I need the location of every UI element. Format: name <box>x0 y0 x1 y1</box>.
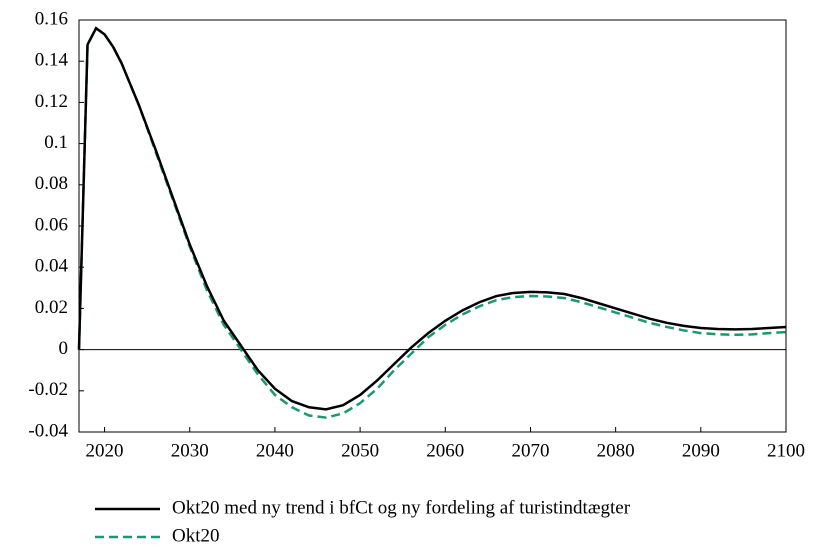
y-tick-label: 0.16 <box>35 8 68 29</box>
y-tick-label: 0.06 <box>35 214 68 235</box>
y-tick-label: 0.04 <box>35 256 69 277</box>
x-tick-label: 2050 <box>341 440 379 461</box>
y-tick-label: -0.04 <box>28 420 68 441</box>
x-tick-label: 2100 <box>767 440 805 461</box>
x-tick-label: 2040 <box>256 440 294 461</box>
y-tick-label: 0.08 <box>35 173 68 194</box>
y-tick-label: 0 <box>59 338 69 359</box>
x-tick-label: 2020 <box>86 440 124 461</box>
y-tick-label: 0.12 <box>35 91 68 112</box>
legend-label: Okt20 med ny trend i bfCt og ny fordelin… <box>172 497 631 518</box>
x-tick-label: 2080 <box>597 440 635 461</box>
y-tick-label: 0.14 <box>35 50 69 71</box>
series-line <box>77 26 787 419</box>
plot-frame <box>78 19 787 433</box>
series-line <box>77 26 787 411</box>
y-tick-label: -0.02 <box>28 379 68 400</box>
legend-label: Okt20 <box>172 525 220 546</box>
y-tick-label: 0.02 <box>35 297 68 318</box>
y-tick-label: 0.1 <box>44 132 68 153</box>
x-tick-label: 2060 <box>426 440 464 461</box>
x-tick-label: 2090 <box>682 440 720 461</box>
x-tick-label: 2030 <box>171 440 209 461</box>
x-tick-label: 2070 <box>511 440 549 461</box>
